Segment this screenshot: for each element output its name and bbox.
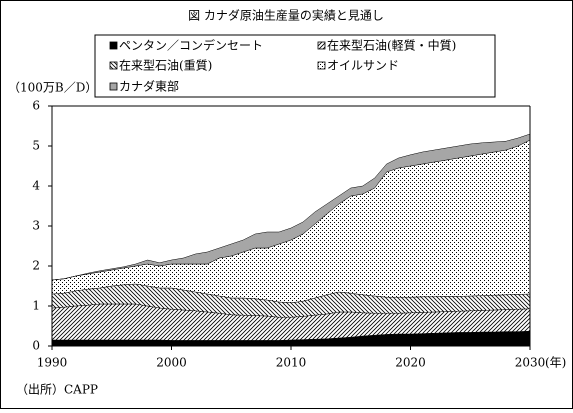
legend-label: ペンタン／コンデンセート (119, 38, 263, 53)
legend-swatch (317, 41, 326, 50)
x-tick-label: 2030 (515, 356, 546, 370)
y-axis-label: （100万B／D） (8, 81, 97, 95)
x-tick-label: 2010 (276, 356, 307, 370)
legend-label: 在来型石油(重質) (119, 58, 212, 73)
x-tick-label: 2000 (156, 356, 187, 370)
y-tick-label: 2 (32, 259, 40, 273)
y-tick-label: 4 (32, 179, 40, 193)
area (51, 139, 531, 304)
source: （出所）CAPP (16, 383, 98, 397)
x-tick-label: 2020 (395, 356, 426, 370)
y-tick-label: 1 (32, 299, 40, 313)
chart-title: 図 カナダ原油生産量の実績と見通し (188, 8, 384, 23)
y-tick-label: 3 (32, 219, 40, 233)
legend-swatch (317, 61, 326, 70)
x-axis-label: (年) (545, 356, 566, 370)
legend-label: カナダ東部 (119, 79, 179, 94)
y-tick-label: 5 (32, 139, 40, 153)
y-tick-label: 0 (32, 339, 40, 353)
legend-label: 在来型石油(軽質・中質) (327, 38, 456, 53)
legend-swatch (109, 41, 118, 50)
y-tick-label: 6 (32, 99, 40, 113)
legend-label: オイルサンド (327, 59, 399, 73)
legend-swatch (109, 82, 118, 91)
legend-box (94, 34, 496, 98)
legend-swatch (109, 61, 118, 70)
x-tick-label: 1990 (37, 356, 68, 370)
